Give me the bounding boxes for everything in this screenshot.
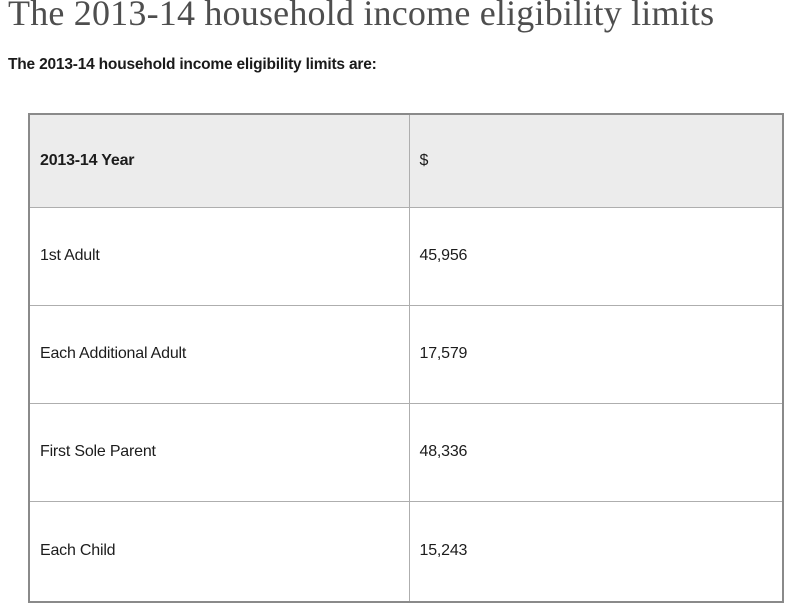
table-header-row: 2013-14 Year $ bbox=[28, 113, 784, 208]
table-row: First Sole Parent 48,336 bbox=[28, 402, 784, 502]
row-label: Each Additional Adult bbox=[28, 304, 410, 404]
intro-text: The 2013-14 household income eligibility… bbox=[8, 56, 377, 73]
row-value: 45,956 bbox=[408, 206, 784, 306]
header-cell-year: 2013-14 Year bbox=[28, 113, 410, 208]
row-value: 15,243 bbox=[408, 500, 784, 603]
header-cell-dollar: $ bbox=[408, 113, 784, 208]
table-row: Each Child 15,243 bbox=[28, 500, 784, 603]
table-row: 1st Adult 45,956 bbox=[28, 206, 784, 306]
row-value: 48,336 bbox=[408, 402, 784, 502]
row-value: 17,579 bbox=[408, 304, 784, 404]
row-label: 1st Adult bbox=[28, 206, 410, 306]
row-label: First Sole Parent bbox=[28, 402, 410, 502]
row-label: Each Child bbox=[28, 500, 410, 603]
eligibility-table: 2013-14 Year $ 1st Adult 45,956 Each Add… bbox=[28, 113, 784, 603]
table-row: Each Additional Adult 17,579 bbox=[28, 304, 784, 404]
page-title: The 2013-14 household income eligibility… bbox=[8, 0, 715, 33]
